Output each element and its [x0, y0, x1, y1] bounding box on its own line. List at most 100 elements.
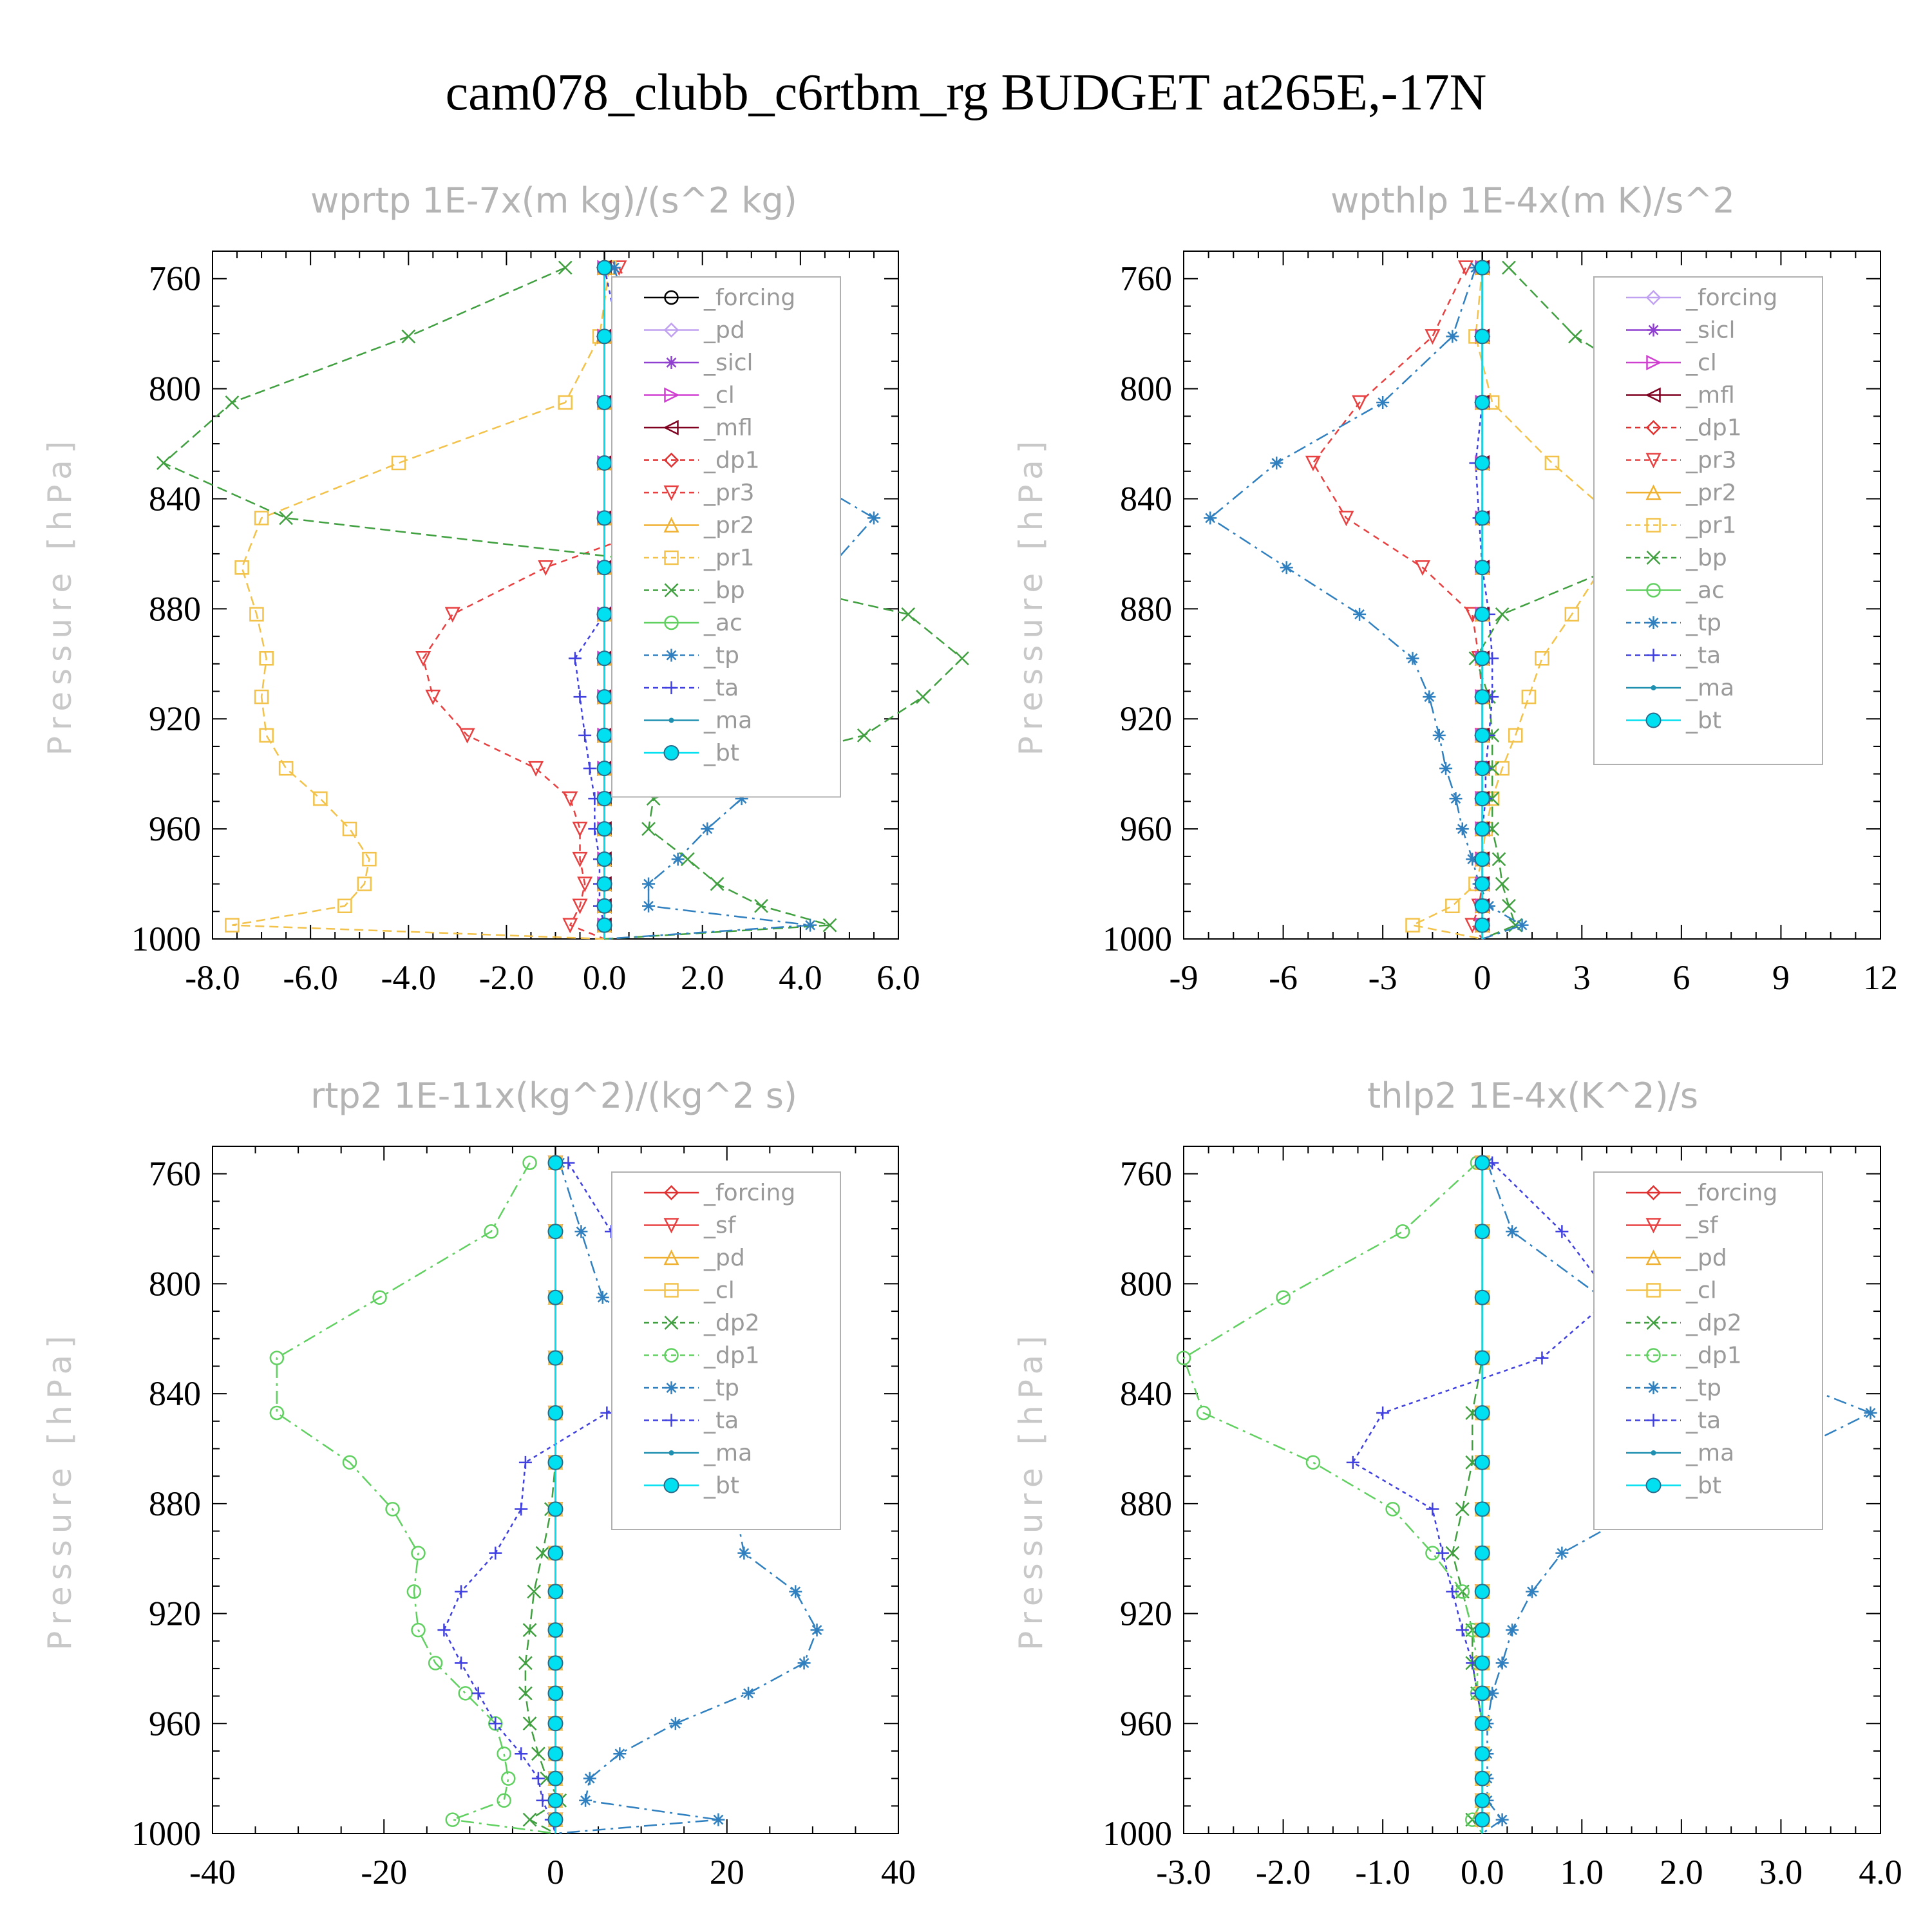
data-point [1474, 606, 1490, 622]
x-tick-label: 9 [1772, 958, 1790, 997]
data-point [1474, 1405, 1490, 1421]
legend-marker [1645, 484, 1662, 500]
data-point [810, 1624, 824, 1637]
data-point [547, 1655, 564, 1671]
data-point [1280, 561, 1293, 574]
legend-label: _ac [1685, 578, 1725, 604]
y-ticks [213, 1173, 898, 1834]
data-point [701, 822, 714, 836]
data-point [1426, 1502, 1439, 1516]
data-point [337, 898, 352, 913]
data-point [547, 1155, 564, 1171]
panel-3: rtp2 1E-11x(kg^2)/(kg^2 s) Pressure [hPa]… [41, 1075, 916, 1891]
legend-label: _sicl [703, 350, 753, 376]
legend-label: _bp [703, 578, 745, 604]
data-point [607, 261, 621, 274]
data-point [1425, 329, 1441, 345]
x-tick-label: -2.0 [479, 958, 534, 997]
data-point [1474, 1716, 1490, 1732]
y-tick-label: 840 [1120, 479, 1172, 518]
data-point [531, 1747, 545, 1761]
data-point [1474, 260, 1490, 276]
y-tick-label: 920 [149, 1595, 201, 1633]
data-point [822, 918, 837, 933]
legend-marker [663, 1477, 679, 1493]
y-tick-label: 840 [149, 479, 201, 518]
data-point [1432, 728, 1446, 742]
data-point [547, 1622, 564, 1638]
legend-label: _dp2 [703, 1310, 760, 1336]
data-point [867, 511, 880, 525]
x-tick-label: 6 [1672, 958, 1690, 997]
data-point [411, 1622, 426, 1638]
data-point [411, 1546, 426, 1560]
x-tick-label: -9 [1170, 958, 1198, 997]
legend: _forcing _sf _pd _cl _dp2 _dp1 _tp _ta _ma _bt [611, 1171, 841, 1530]
x-tick-label: -3.0 [1156, 1853, 1211, 1891]
data-point [596, 689, 612, 705]
legend: _forcing _sf _pd _cl _dp2 _dp1 _tp _ta _ma _bt [1593, 1171, 1823, 1530]
legend-marker [1646, 354, 1662, 371]
legend-label: _ta [1685, 1408, 1721, 1434]
legend-marker [664, 1348, 679, 1363]
series-pr1 [225, 260, 617, 940]
data-point [254, 689, 269, 705]
data-point [547, 1224, 564, 1240]
legend-marker [663, 419, 679, 436]
data-point [538, 560, 554, 576]
data-point [1270, 456, 1283, 469]
series-pr3 [1305, 260, 1490, 940]
legend-marker [1646, 1348, 1661, 1363]
legend-label: _ta [1685, 643, 1721, 669]
data-point [518, 1455, 532, 1469]
data-point [489, 1717, 502, 1730]
series-pr1 [1405, 260, 1623, 940]
y-tick-label: 840 [1120, 1374, 1172, 1413]
legend-marker [1645, 387, 1661, 403]
y-tick-label: 920 [1120, 699, 1172, 738]
data-point [497, 1746, 511, 1761]
panel-title: rtp2 1E-11x(kg^2)/(kg^2 s) [310, 1075, 797, 1116]
legend: _forcing _pd _sicl _cl _mfl _dp1 _pr3 _pr2 _pr1 _… [611, 276, 841, 798]
x-tick-label: 20 [710, 1853, 744, 1891]
data-point [1555, 1546, 1569, 1560]
data-point [1502, 898, 1516, 913]
figure-title: cam078_clubb_c6rtbm_rg BUDGET at265E,-17… [446, 64, 1487, 121]
data-point [955, 651, 969, 666]
data-point [385, 1502, 400, 1517]
data-point [596, 1291, 609, 1304]
data-point [1515, 918, 1529, 932]
data-point [342, 821, 357, 837]
data-point [1495, 1813, 1509, 1826]
legend-label: _tp [1685, 1375, 1721, 1401]
data-point [712, 1813, 725, 1826]
legend-label: _forcing [703, 1180, 795, 1206]
series-line [1352, 1162, 1613, 1833]
data-point [428, 1656, 443, 1671]
data-point [522, 1812, 537, 1827]
y-tick-label: 1000 [131, 1814, 201, 1853]
legend-label: _ma [1685, 675, 1734, 701]
data-point [1196, 1405, 1211, 1421]
data-point [269, 1350, 285, 1365]
series-dp2 [518, 1155, 567, 1835]
data-point [1405, 918, 1420, 933]
panel-title: wpthlp 1E-4x(m K)/s^2 [1331, 180, 1735, 221]
data-point [547, 1405, 564, 1421]
data-point [1446, 330, 1459, 343]
legend-label: _forcing [1685, 285, 1777, 311]
x-tick-label: -6.0 [283, 958, 337, 997]
data-point [1474, 791, 1490, 807]
data-point [596, 898, 612, 914]
legend-label: _sf [1685, 1213, 1719, 1239]
x-tick-label: 2.0 [1660, 1853, 1703, 1891]
data-point [1446, 1585, 1459, 1598]
data-point [415, 651, 431, 667]
x-tick-label: -3 [1368, 958, 1397, 997]
data-point [1395, 1224, 1410, 1239]
legend-marker [664, 1316, 679, 1330]
data-point [578, 728, 592, 742]
data-point [547, 1746, 564, 1762]
data-point [522, 1716, 537, 1731]
x-tick-label: 12 [1863, 958, 1898, 997]
